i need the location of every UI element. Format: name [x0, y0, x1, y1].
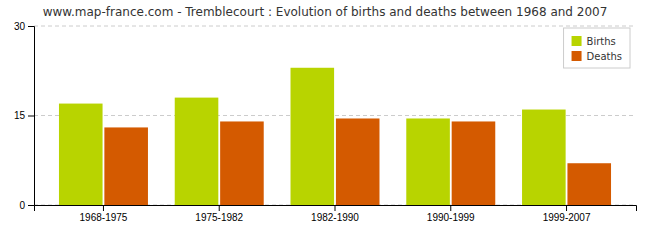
- axis-line: [28, 27, 35, 206]
- bar: [220, 121, 264, 205]
- legend: Births Deaths: [564, 28, 630, 68]
- title: www.map-france.com - Tremblecourt : Evol…: [43, 5, 608, 19]
- bar: [59, 104, 103, 205]
- tick-mark: [28, 26, 34, 27]
- legend-swatch: [572, 51, 582, 61]
- tick-label: 0: [19, 200, 25, 211]
- legend-item: Deaths: [572, 51, 622, 62]
- tick-mark: [28, 205, 34, 206]
- bar: [406, 118, 450, 205]
- tick-label: 1968-1975: [80, 212, 128, 223]
- bar: [104, 127, 148, 205]
- legend-label: Births: [587, 36, 616, 47]
- bar: [522, 110, 566, 205]
- tick: 1975-1982: [195, 205, 243, 223]
- legend-label: Deaths: [587, 51, 622, 62]
- tick-mark: [28, 116, 34, 117]
- tick-label: 1975-1982: [195, 212, 243, 223]
- legend-swatch: [572, 36, 582, 46]
- tick-label: 15: [14, 110, 26, 121]
- legend-item: Births: [572, 36, 616, 47]
- tick-label: 1990-1999: [427, 212, 475, 223]
- x-axis: 1968-1975 1975-1982 1982-1990 1990-1999 1999…: [35, 205, 637, 223]
- chart: www.map-france.com - Tremblecourt : Evol…: [0, 0, 650, 229]
- tick-mark: [450, 205, 451, 211]
- tick-label: 1982-1990: [311, 212, 359, 223]
- axis-line: [35, 206, 637, 212]
- bar: [336, 118, 380, 205]
- tick-mark: [103, 205, 104, 211]
- bar: [567, 163, 611, 205]
- bars: [59, 68, 611, 205]
- bar: [452, 121, 496, 205]
- tick: 1968-1975: [80, 205, 128, 223]
- plot: 0 15 30 1968-1975 1975-1982 1982-1990 1990-199…: [14, 21, 637, 223]
- tick-label: 30: [14, 21, 26, 32]
- tick: 1982-1990: [311, 205, 359, 223]
- bar: [291, 68, 335, 205]
- series: [59, 68, 566, 205]
- y-axis: 0 15 30: [14, 21, 35, 211]
- tick-mark: [566, 205, 567, 211]
- tick: 1990-1999: [427, 205, 475, 223]
- legend-box: [564, 28, 630, 68]
- tick-mark: [219, 205, 220, 211]
- tick: 30: [14, 21, 34, 32]
- grid-line: [34, 26, 636, 27]
- bar: [175, 98, 219, 205]
- tick: 0: [19, 200, 34, 211]
- grid: [34, 26, 636, 205]
- tick-mark: [335, 205, 336, 211]
- tick: 15: [14, 110, 34, 121]
- series: [104, 118, 611, 205]
- tick-label: 1999-2007: [543, 212, 591, 223]
- tick: 1999-2007: [543, 205, 591, 223]
